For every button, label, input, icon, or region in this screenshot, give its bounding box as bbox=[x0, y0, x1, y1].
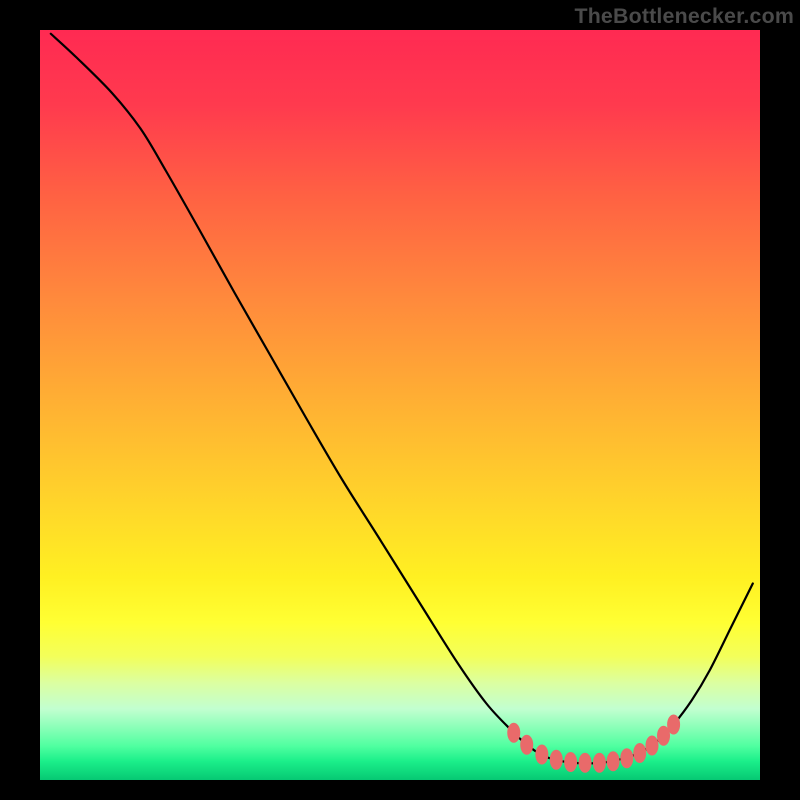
optimal-dot bbox=[521, 735, 533, 754]
optimal-dot bbox=[621, 749, 633, 768]
optimal-dot bbox=[607, 752, 619, 771]
optimal-dot bbox=[646, 736, 658, 755]
plot-background bbox=[40, 30, 760, 780]
optimal-dot bbox=[565, 753, 577, 772]
bottleneck-chart bbox=[0, 0, 800, 800]
optimal-dot bbox=[634, 744, 646, 763]
optimal-dot bbox=[536, 745, 548, 764]
chart-stage: TheBottlenecker.com bbox=[0, 0, 800, 800]
optimal-dot bbox=[668, 715, 680, 734]
optimal-dot bbox=[658, 726, 670, 745]
optimal-dot bbox=[508, 723, 520, 742]
optimal-dot bbox=[579, 753, 591, 772]
optimal-dot bbox=[593, 753, 605, 772]
attribution-text: TheBottlenecker.com bbox=[574, 4, 794, 29]
optimal-dot bbox=[550, 750, 562, 769]
